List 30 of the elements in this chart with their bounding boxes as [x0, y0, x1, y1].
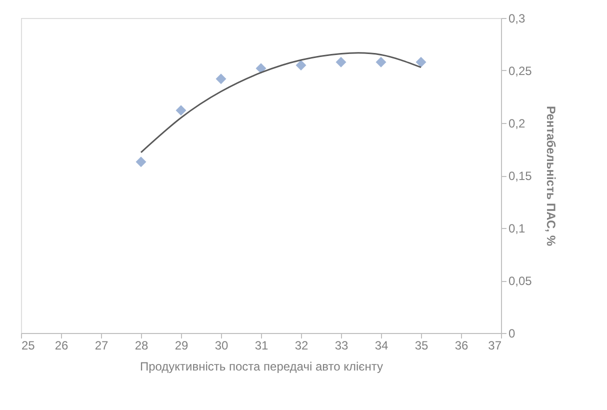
x-tick-label: 28 [134, 338, 148, 352]
point [256, 63, 266, 74]
x-tick-label: 30 [214, 338, 228, 352]
x-tick-label: 31 [254, 338, 268, 352]
y-tick-label: 0,2 [508, 116, 526, 130]
point [336, 56, 346, 68]
y-tick-label: 0,05 [508, 274, 532, 288]
x-tick-label: 35 [414, 338, 428, 352]
y-tick-label: 0,1 [508, 222, 526, 236]
point [216, 74, 226, 84]
x-axis-title: Продуктивність поста передачі авто клієнту [140, 360, 384, 374]
y-tick-label: 0,25 [508, 64, 532, 78]
x-tick-label: 33 [334, 338, 348, 352]
y-axis-title: Рентабельність ПАС, % [544, 106, 558, 246]
x-tick-label: 36 [454, 338, 468, 352]
point [136, 156, 146, 168]
x-tick-label: 37 [488, 338, 502, 352]
x-tick-label: 25 [22, 338, 36, 352]
point [176, 105, 186, 116]
point [296, 60, 306, 70]
x-tick-label: 32 [294, 338, 308, 352]
y-tick-label: 0,15 [508, 169, 532, 183]
point [416, 56, 426, 68]
y-tick-label: 0 [508, 326, 516, 340]
x-tick-label: 34 [374, 338, 388, 352]
point [376, 56, 386, 68]
x-tick-label: 26 [54, 338, 68, 352]
x-tick-label: 27 [94, 338, 108, 352]
x-tick-label: 29 [174, 338, 188, 352]
y-tick-label: 0,3 [508, 12, 526, 26]
